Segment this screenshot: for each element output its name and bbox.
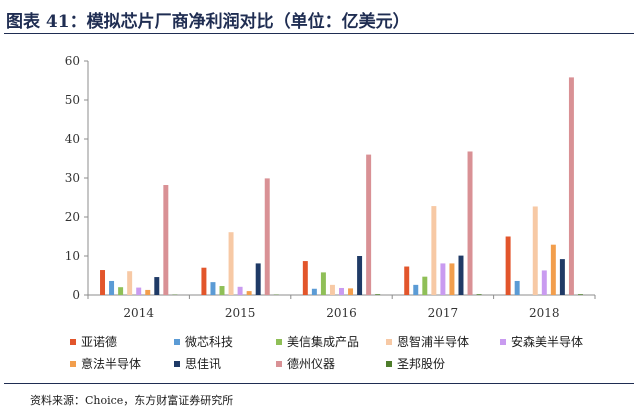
legend-item: 思佳讯 [174,355,221,372]
legend-label: 恩智浦半导体 [397,335,470,349]
bar [100,270,106,295]
bar [246,291,252,295]
bar [302,261,308,295]
bar [255,263,261,295]
bar [163,185,169,295]
legend-item: 意法半导体 [70,355,141,372]
bar [329,284,335,295]
y-tick-label: 40 [65,132,80,146]
bar [514,280,520,295]
legend-label: 安森美半导体 [511,335,584,349]
bar [311,288,317,295]
y-tick-label: 20 [65,210,80,224]
bar [339,287,344,295]
bar [559,259,565,295]
legend-label: 亚诺德 [81,335,118,349]
legend-swatch [174,338,180,345]
legend-label: 思佳讯 [185,357,222,371]
bar [404,266,410,295]
y-tick-label: 60 [65,54,80,68]
bar [366,154,372,295]
legend-label: 美信集成产品 [287,335,360,349]
legend-swatch [276,360,282,367]
legend-label: 圣邦股份 [397,357,446,371]
bar [320,272,326,295]
bar [127,271,133,295]
bar [109,280,115,295]
bar [577,294,583,295]
legend-item: 美信集成产品 [276,333,359,350]
legend-swatch [276,338,282,345]
y-tick-label: 10 [65,249,80,263]
bar [348,288,354,295]
bar [541,270,547,295]
figure-title: 图表 41：模拟芯片厂商净利润对比（单位：亿美元） [0,0,638,34]
source-rule [4,383,634,384]
y-tick-label: 30 [65,171,80,185]
bar [357,256,363,295]
bar [467,151,473,295]
source-note: 资料来源：Choice，东方财富证券研究所 [30,394,234,407]
bar [118,287,124,295]
bar [413,284,419,295]
bar [219,286,225,295]
x-tick-label: 2014 [123,306,154,320]
bar-chart: 0 10 20 30 40 50 60 2014 2015 2016 2017 2018 [0,34,638,382]
x-tick-label: 2015 [225,306,256,320]
bar [375,294,381,295]
x-tick-label: 2017 [428,306,459,320]
legend-swatch [174,360,180,367]
bar [136,287,142,295]
legend-item: 微芯科技 [174,333,233,350]
bar [237,286,243,295]
title-rule [4,33,634,34]
legend-swatch [386,338,392,345]
legend-item: 圣邦股份 [386,355,445,372]
bar [550,244,556,295]
legend-swatch [70,338,76,345]
figure-title-text: 图表 41：模拟芯片厂商净利润对比（单位：亿美元） [6,12,410,32]
bar [228,232,234,295]
bar [476,294,482,295]
legend-swatch [386,360,392,367]
bar [532,206,538,295]
bar [145,289,151,295]
legend-swatch [500,338,506,345]
legend-item: 恩智浦半导体 [386,333,469,350]
bar [422,276,428,295]
legend-swatch [70,360,76,367]
legend-item: 安森美半导体 [500,333,583,350]
legend-label: 微芯科技 [185,335,234,349]
bar [449,263,455,295]
legend-item: 德州仪器 [276,355,335,372]
legend-label: 德州仪器 [287,357,336,371]
bar [201,267,207,295]
legend-item: 亚诺德 [70,333,117,350]
bar [458,255,464,295]
y-tick-label: 50 [65,93,80,107]
bar [154,277,160,295]
y-tick-label: 0 [72,288,80,302]
chart-svg: 0 10 20 30 40 50 60 2014 2015 2016 2017 2018 [65,54,596,320]
bar [264,178,270,295]
bar [431,206,437,295]
x-tick-label: 2018 [529,306,560,320]
legend-label: 意法半导体 [81,357,142,371]
x-tick-label: 2016 [326,306,357,320]
bar [568,77,574,295]
bar [440,263,446,295]
bar [210,282,216,295]
bar [505,236,511,295]
